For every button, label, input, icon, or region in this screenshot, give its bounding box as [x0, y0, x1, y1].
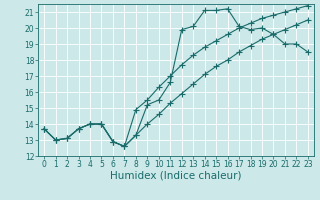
X-axis label: Humidex (Indice chaleur): Humidex (Indice chaleur) [110, 171, 242, 181]
